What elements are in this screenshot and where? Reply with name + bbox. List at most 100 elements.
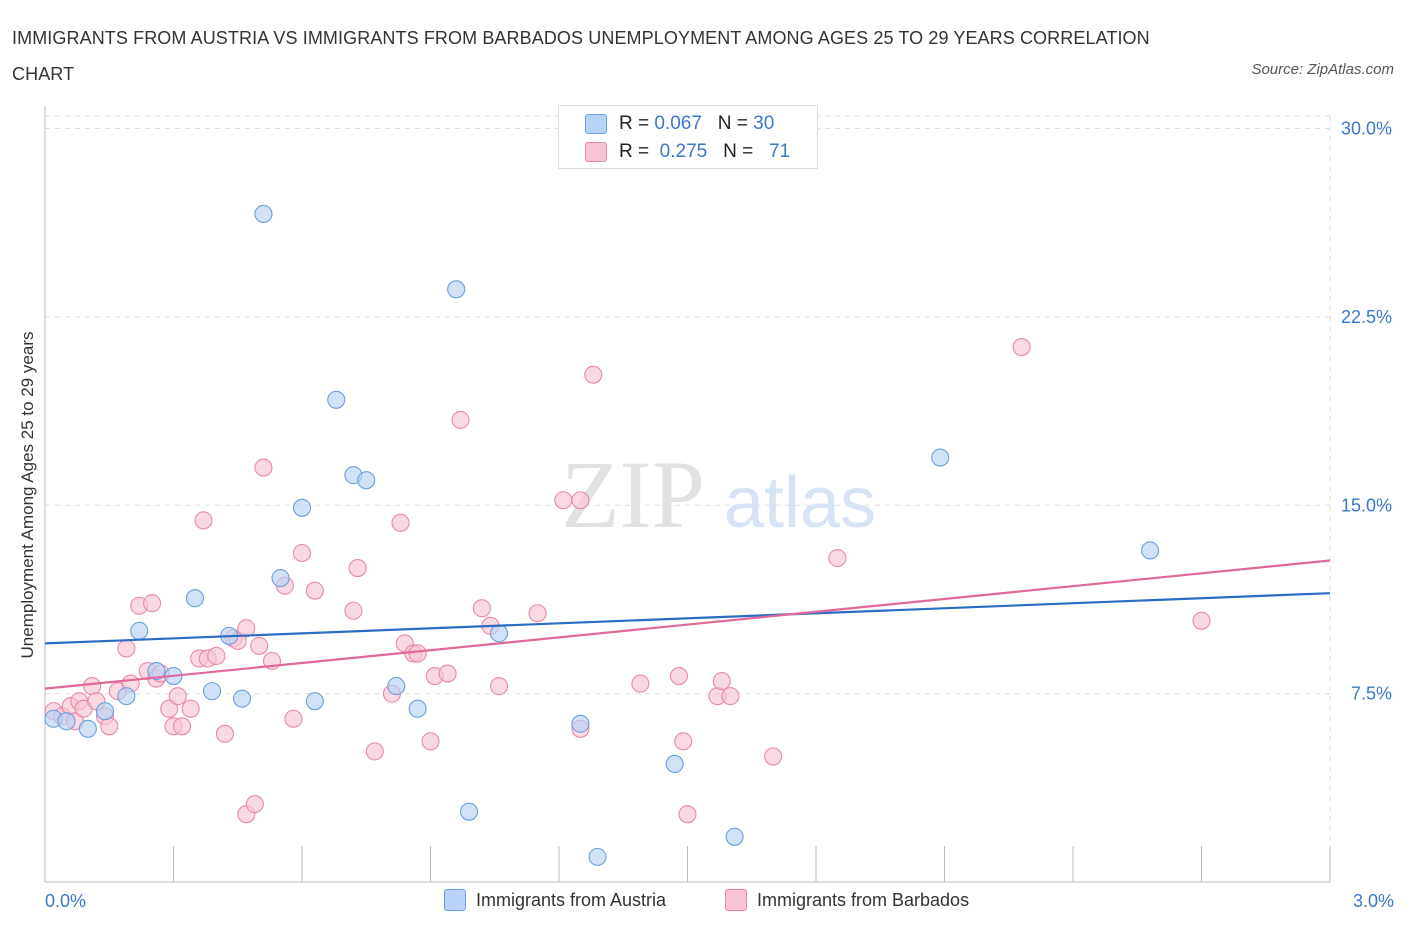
x-tick-label-min: 0.0% xyxy=(45,891,87,911)
barbados-point xyxy=(421,732,440,751)
austria-point xyxy=(931,448,950,467)
barbados-point xyxy=(207,646,226,666)
austria-point xyxy=(57,712,76,731)
austria-point xyxy=(588,847,607,866)
austria-point xyxy=(78,719,97,738)
barbados-point xyxy=(1012,338,1031,357)
austria-point xyxy=(305,692,324,711)
austria-points xyxy=(44,204,1160,866)
watermark: ZIP atlas xyxy=(561,441,876,548)
barbados-point xyxy=(83,677,102,696)
barbados-point xyxy=(828,548,847,568)
barbados-point xyxy=(344,601,363,620)
austria-point xyxy=(292,498,312,517)
barbados-point xyxy=(168,687,187,706)
legend-swatch-austria xyxy=(585,114,607,134)
austria-point xyxy=(327,390,346,409)
legend-n-label: N = xyxy=(723,141,754,162)
bottom-legend-austria[interactable]: Immigrants from Austria xyxy=(444,889,666,911)
y-tick-label: 15.0% xyxy=(1341,495,1392,515)
barbados-point xyxy=(678,805,697,824)
austria-point xyxy=(254,204,273,223)
austria-point xyxy=(203,682,222,701)
legend-row-austria: R = 0.067 N = 30 xyxy=(585,112,774,136)
barbados-point xyxy=(674,732,693,751)
legend-r-label: R = xyxy=(619,113,650,134)
austria-point xyxy=(447,280,466,299)
barbados-point xyxy=(215,724,234,743)
austria-point xyxy=(357,471,376,490)
barbados-point xyxy=(348,559,367,578)
barbados-point xyxy=(408,644,427,663)
barbados-point xyxy=(100,717,119,736)
barbados-point xyxy=(451,410,470,429)
austria-point xyxy=(408,699,427,718)
barbados-point xyxy=(194,511,213,530)
legend-box: R = 0.067 N = 30 R = 0.275 N = 71 xyxy=(558,105,818,169)
barbados-point xyxy=(391,513,410,532)
barbados-point xyxy=(571,491,590,510)
barbados-point xyxy=(160,699,179,718)
barbados-point xyxy=(305,581,324,600)
austria-point xyxy=(387,677,406,696)
barbados-point xyxy=(117,639,136,658)
barbados-point xyxy=(237,619,256,638)
austria-trend-line xyxy=(44,592,1331,645)
y-tick-labels: 7.5% 15.0% 22.5% 30.0% xyxy=(1341,119,1392,704)
y-tick-label: 22.5% xyxy=(1341,307,1392,327)
austria-point xyxy=(147,661,166,681)
barbados-point xyxy=(472,599,491,618)
barbados-point xyxy=(584,365,603,384)
barbados-points xyxy=(44,338,1211,824)
austria-point xyxy=(725,827,744,846)
barbados-point xyxy=(143,594,162,613)
barbados-point xyxy=(721,687,740,706)
barbados-point xyxy=(438,664,457,683)
legend-n-value-austria: 30 xyxy=(753,113,775,134)
legend-swatch-barbados xyxy=(585,142,607,162)
bottom-legend-label-barbados: Immigrants from Barbados xyxy=(757,889,970,910)
bottom-legend-swatch-barbados xyxy=(725,889,747,911)
barbados-point xyxy=(284,709,303,728)
barbados-point xyxy=(292,543,312,563)
austria-point xyxy=(271,569,290,588)
barbados-point xyxy=(554,491,573,510)
trend-lines xyxy=(44,559,1331,690)
barbados-point xyxy=(1192,611,1211,630)
barbados-point xyxy=(181,699,200,718)
barbados-point xyxy=(173,717,192,736)
barbados-point xyxy=(712,672,731,691)
barbados-point xyxy=(245,795,264,814)
barbados-point xyxy=(365,742,384,761)
austria-point xyxy=(665,754,684,774)
austria-point xyxy=(1141,541,1160,560)
austria-point xyxy=(95,702,115,721)
barbados-point xyxy=(528,604,547,623)
barbados-point xyxy=(250,636,269,655)
austria-point xyxy=(571,714,590,733)
barbados-point xyxy=(489,677,509,696)
austria-point xyxy=(489,624,509,643)
barbados-point xyxy=(764,747,783,766)
austria-point xyxy=(130,621,149,640)
austria-point xyxy=(459,802,479,821)
austria-point xyxy=(117,687,136,706)
legend-r-value-austria: 0.067 xyxy=(654,113,702,134)
y-tick-label: 7.5% xyxy=(1351,684,1392,704)
source-label: Source: ZipAtlas.com xyxy=(1251,61,1394,78)
axes xyxy=(44,106,1331,883)
x-tick-label-max: 3.0% xyxy=(1352,891,1394,911)
legend-row-barbados: R = 0.275 N = 71 xyxy=(585,140,790,164)
legend-n-value-barbados: 71 xyxy=(769,141,791,162)
legend-r-label: R = xyxy=(619,141,650,162)
austria-point xyxy=(232,689,252,708)
bottom-legend-swatch-austria xyxy=(444,889,466,911)
legend-r-value-barbados: 0.275 xyxy=(659,141,708,162)
barbados-point xyxy=(669,667,688,686)
bottom-legend-barbados[interactable]: Immigrants from Barbados xyxy=(725,889,969,911)
chart-title: IMMIGRANTS FROM AUSTRIA VS IMMIGRANTS FR… xyxy=(12,28,1150,84)
legend-n-label: N = xyxy=(717,113,748,134)
y-tick-label: 30.0% xyxy=(1341,119,1392,139)
watermark-atlas: atlas xyxy=(724,463,876,543)
